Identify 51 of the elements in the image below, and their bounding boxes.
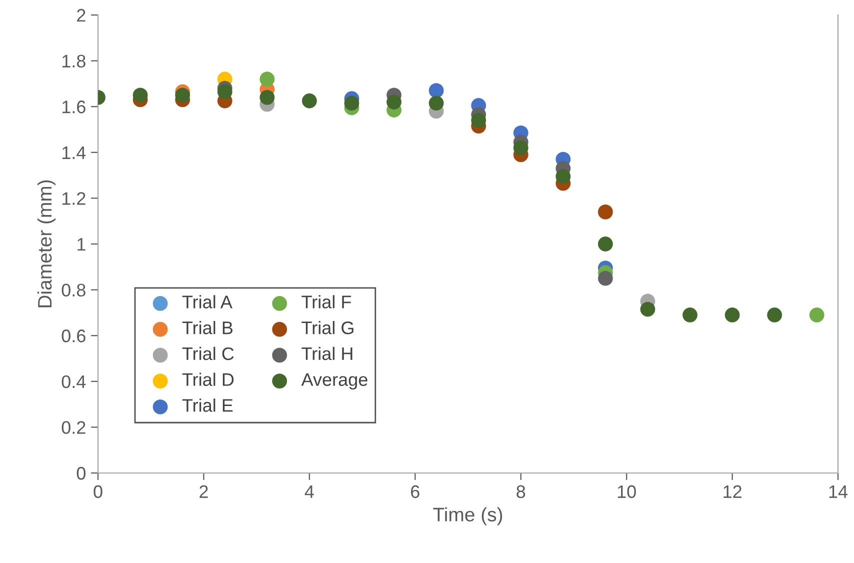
y-tick-label: 1.4: [62, 146, 86, 159]
legend-label: Trial F: [302, 295, 351, 308]
legend-label: Trial H: [302, 346, 352, 360]
point: [598, 270, 613, 286]
x-axis-title: Time (s): [433, 507, 502, 526]
point: [640, 302, 656, 317]
y-axis-title: Diameter (mm): [37, 180, 56, 308]
legend-label: Trial G: [302, 320, 354, 334]
y-tick-label: 0.2: [62, 421, 86, 434]
point: [175, 88, 190, 103]
point: [302, 93, 317, 108]
point: [471, 112, 486, 128]
point: [767, 308, 782, 322]
legend-label: Trial B: [182, 320, 232, 334]
point: [556, 168, 571, 184]
point: [682, 308, 698, 322]
x-tick-label: 8: [516, 485, 526, 498]
x-tick-label: 4: [304, 485, 314, 498]
point: [724, 308, 740, 322]
point: [132, 88, 148, 103]
point: [513, 140, 528, 156]
legend-label: Trial C: [182, 346, 234, 360]
point: [260, 90, 275, 105]
x-tick-label: 6: [411, 485, 420, 498]
y-tick-label: 0: [76, 466, 86, 480]
legend-label: Trial D: [182, 372, 234, 386]
y-tick-label: 0.6: [62, 330, 86, 342]
y-tick-label: 2: [77, 8, 86, 22]
point: [428, 83, 444, 98]
x-tick-label: 10: [618, 485, 636, 498]
x-tick-label: 12: [724, 485, 742, 498]
point: [386, 94, 402, 110]
legend-label: Trial A: [182, 295, 232, 308]
y-tick-label: 1.6: [62, 100, 86, 114]
x-tick-label: 0: [94, 485, 102, 498]
y-tick-label: 0.8: [62, 284, 86, 297]
point: [344, 96, 360, 111]
legend-label: Trial E: [182, 398, 233, 412]
point: [260, 72, 275, 87]
point: [598, 204, 613, 220]
point: [217, 84, 232, 100]
x-tick-label: 14: [829, 485, 848, 498]
point: [809, 308, 824, 322]
point: [598, 236, 613, 252]
y-tick-label: 1.8: [62, 54, 86, 68]
legend-label: Average: [301, 373, 368, 390]
y-tick-label: 1: [78, 238, 86, 251]
point: [428, 96, 444, 111]
y-tick-label: 1.2: [62, 192, 86, 205]
x-tick-label: 2: [200, 485, 208, 498]
y-tick-label: 0.4: [62, 375, 86, 388]
